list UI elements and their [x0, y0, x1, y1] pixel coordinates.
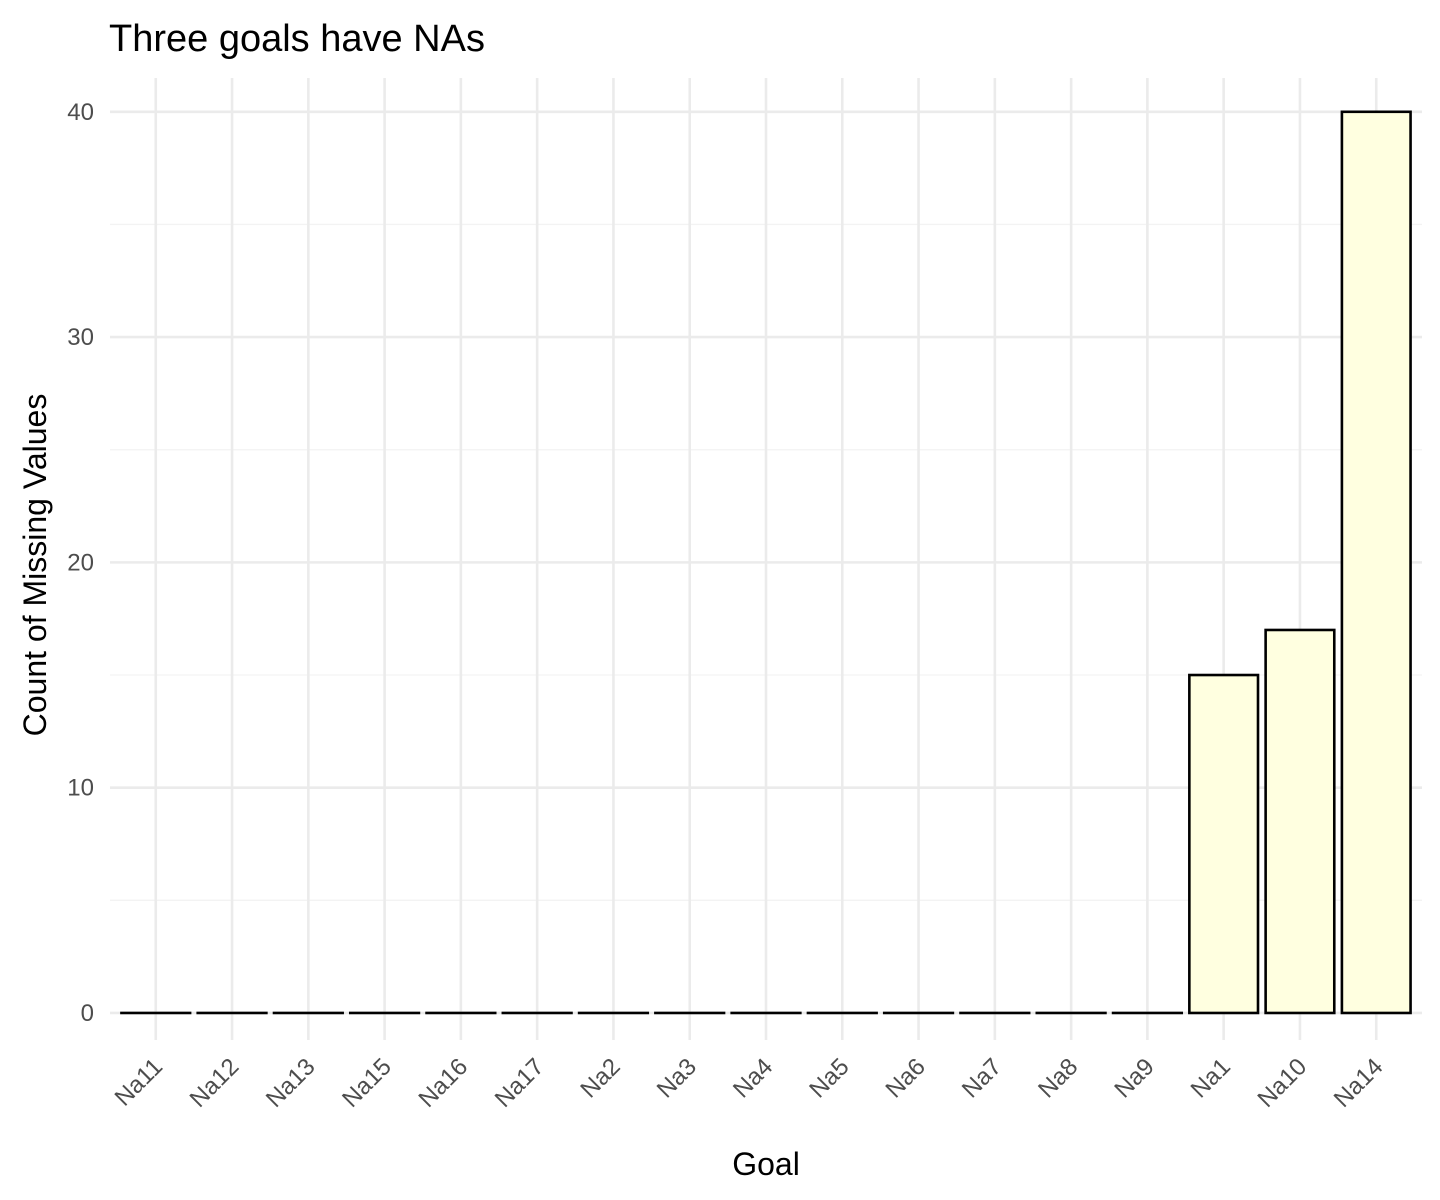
bar-na10	[1264, 628, 1336, 1015]
x-tick-label: Na11	[110, 1053, 168, 1111]
x-tick-label: Na8	[1033, 1053, 1083, 1103]
y-axis-title: Count of Missing Values	[17, 394, 53, 737]
x-tick-label: Na4	[728, 1053, 778, 1103]
x-tick-label: Na10	[1253, 1053, 1313, 1113]
x-tick-label: Na2	[575, 1053, 625, 1103]
y-axis-ticks: 0 10 20 30 40	[67, 99, 94, 1027]
x-tick-label: Na17	[490, 1053, 550, 1113]
y-tick-label: 30	[67, 324, 94, 351]
y-tick-label: 10	[67, 775, 94, 802]
y-tick-label: 40	[67, 99, 94, 126]
x-tick-label: Na14	[1329, 1053, 1389, 1113]
x-tick-label: Na1	[1186, 1053, 1236, 1103]
bar-na14	[1340, 110, 1412, 1015]
chart-title: Three goals have NAs	[109, 18, 485, 60]
x-tick-label: Na13	[261, 1053, 321, 1113]
y-tick-label: 0	[81, 1000, 94, 1027]
x-tick-label: Na15	[337, 1053, 397, 1113]
y-tick-label: 20	[67, 549, 94, 576]
x-tick-label: Na6	[881, 1053, 931, 1103]
bar-na1	[1188, 673, 1260, 1015]
x-tick-label: Na9	[1109, 1053, 1159, 1103]
x-axis-ticks: Na11 Na12 Na13 Na15 Na16 Na17 Na2 Na3 Na4 Na5 Na6 N…	[110, 1053, 1389, 1113]
x-axis-title: Goal	[732, 1146, 800, 1182]
x-tick-label: Na3	[652, 1053, 702, 1103]
x-tick-label: Na16	[413, 1053, 473, 1113]
x-tick-label: Na7	[957, 1053, 1007, 1103]
grid-lines	[110, 78, 1422, 1040]
x-tick-label: Na12	[185, 1053, 245, 1113]
bars	[120, 110, 1412, 1015]
x-tick-label: Na5	[804, 1053, 854, 1103]
